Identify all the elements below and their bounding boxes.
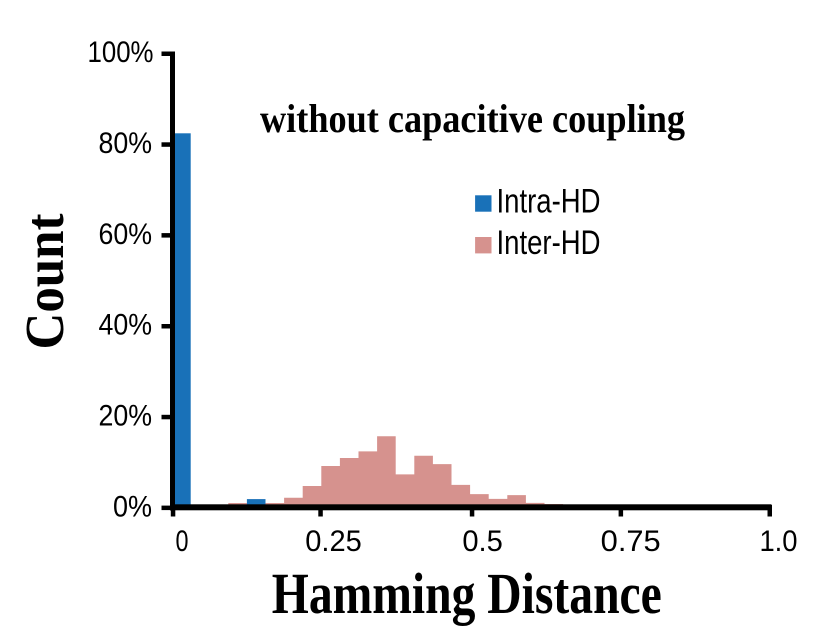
- svg-text:0.25: 0.25: [305, 525, 362, 558]
- svg-text:60%: 60%: [99, 218, 153, 251]
- svg-text:0%: 0%: [113, 490, 152, 523]
- svg-text:Intra-HD: Intra-HD: [497, 183, 601, 221]
- svg-text:0.5: 0.5: [462, 525, 503, 558]
- svg-text:20%: 20%: [99, 400, 153, 433]
- svg-text:1.0: 1.0: [759, 525, 797, 558]
- svg-text:0.75: 0.75: [601, 525, 661, 558]
- svg-text:40%: 40%: [99, 309, 153, 342]
- svg-text:Hamming Distance: Hamming Distance: [272, 561, 662, 626]
- svg-text:80%: 80%: [99, 127, 153, 160]
- svg-text:0: 0: [176, 525, 189, 558]
- svg-text:Inter-HD: Inter-HD: [497, 224, 601, 262]
- svg-text:100%: 100%: [88, 36, 154, 69]
- svg-text:Count: Count: [14, 213, 75, 350]
- svg-text:without capacitive coupling: without capacitive coupling: [260, 96, 685, 141]
